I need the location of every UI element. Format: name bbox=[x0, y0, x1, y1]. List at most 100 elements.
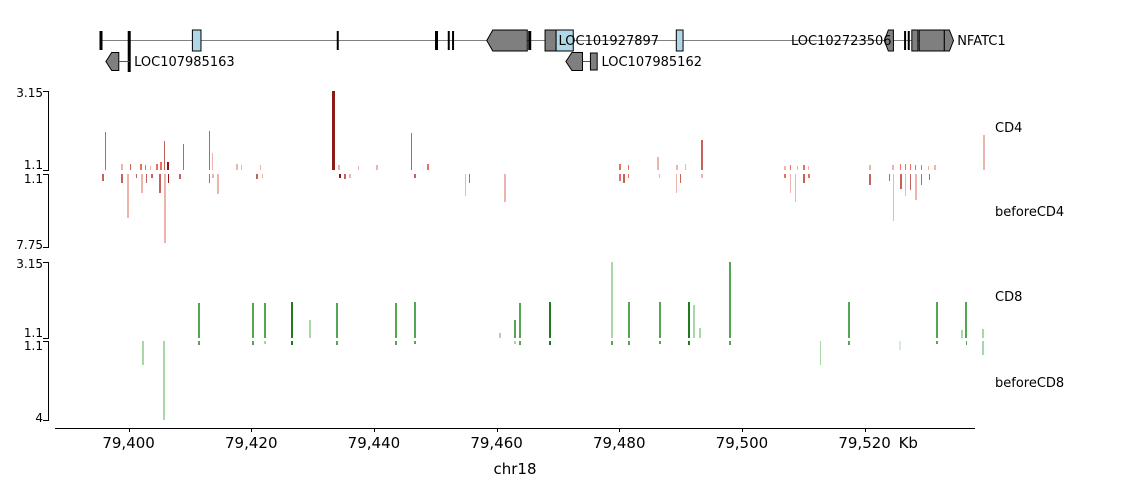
signal-bar bbox=[914, 165, 917, 170]
signal-bar bbox=[514, 319, 516, 338]
signal-bar bbox=[848, 341, 851, 345]
track-name-label: CD8 bbox=[995, 290, 1023, 305]
signal-bar bbox=[900, 174, 902, 189]
signal-bar bbox=[675, 174, 678, 193]
gene-arrow-right bbox=[943, 29, 955, 52]
signal-bar bbox=[344, 174, 346, 180]
exon-tick bbox=[904, 31, 907, 50]
track-name-label: CD4 bbox=[995, 121, 1023, 136]
y-axis-tick bbox=[43, 91, 49, 92]
x-axis-tick-label: 79,460 bbox=[470, 434, 523, 452]
signal-bar bbox=[611, 341, 613, 345]
signal-bar bbox=[208, 130, 211, 170]
signal-bar bbox=[803, 165, 805, 170]
y-axis-line bbox=[48, 262, 49, 338]
signal-bar bbox=[684, 164, 687, 170]
signal-bar bbox=[336, 341, 339, 345]
x-axis-tick bbox=[619, 428, 621, 432]
signal-bar bbox=[701, 139, 703, 170]
signal-bar bbox=[548, 302, 551, 338]
signal-bar bbox=[263, 341, 266, 345]
signal-bar bbox=[888, 174, 891, 182]
y-axis-label: 7.75 bbox=[16, 238, 43, 252]
x-axis-tick-label: 79,400 bbox=[102, 434, 155, 452]
signal-bar bbox=[981, 328, 984, 338]
exon-tick bbox=[434, 31, 438, 50]
signal-bar bbox=[904, 163, 907, 170]
signal-bar bbox=[140, 164, 142, 170]
signal-bar bbox=[151, 174, 153, 179]
signal-bar bbox=[623, 174, 625, 183]
exon-box bbox=[191, 29, 202, 52]
signal-bar bbox=[121, 174, 123, 183]
gene-track-svg: LOC107985163 LOC107985162 LOC101927897 LOC1… bbox=[99, 29, 1006, 72]
signal-bar bbox=[156, 164, 158, 170]
signal-bar bbox=[259, 165, 262, 170]
x-axis-unit-label: Kb bbox=[898, 434, 918, 452]
signal-bar bbox=[900, 164, 902, 170]
signal-bar bbox=[676, 165, 678, 170]
signal-bar bbox=[290, 302, 293, 338]
gene-annotation-track: LOC107985163 LOC107985162 LOC101927897 LOC1… bbox=[0, 0, 1133, 80]
signal-bar bbox=[121, 164, 123, 170]
signal-bar bbox=[164, 140, 166, 170]
signal-bar bbox=[336, 303, 339, 338]
signal-bar bbox=[658, 341, 661, 345]
signal-bar bbox=[920, 165, 923, 170]
signal-bar bbox=[803, 174, 805, 183]
signal-bar bbox=[163, 174, 166, 244]
signal-bar bbox=[619, 174, 621, 182]
signal-bar bbox=[198, 341, 201, 345]
signal-bar bbox=[167, 174, 170, 183]
signal-bar bbox=[934, 165, 936, 170]
signal-bar bbox=[628, 341, 630, 345]
signal-bar bbox=[983, 135, 985, 170]
signal-bar bbox=[679, 174, 682, 183]
exon-tick bbox=[528, 31, 532, 50]
signal-bar bbox=[395, 341, 397, 345]
gene-label: LOC107985163 bbox=[134, 55, 235, 70]
y-axis-tick bbox=[43, 174, 49, 175]
exon-box bbox=[675, 29, 684, 52]
signal-bar bbox=[357, 166, 360, 170]
signal-bar bbox=[701, 174, 703, 178]
signal-bar bbox=[263, 303, 266, 338]
signal-bar bbox=[514, 341, 516, 345]
signal-bar bbox=[627, 165, 630, 170]
signal-bar bbox=[395, 303, 397, 338]
x-axis-tick bbox=[741, 428, 743, 432]
y-axis-line bbox=[48, 174, 49, 247]
x-axis-tick-label: 79,480 bbox=[593, 434, 646, 452]
gene-label: LOC102723506 bbox=[791, 34, 892, 49]
y-axis-label: 3.15 bbox=[16, 257, 43, 271]
signal-bar bbox=[927, 166, 930, 170]
signal-bar bbox=[729, 262, 732, 338]
signal-bar bbox=[183, 143, 185, 170]
signal-bar bbox=[960, 330, 963, 338]
signal-bar bbox=[141, 174, 143, 193]
signal-bar bbox=[468, 174, 471, 183]
signal-bar bbox=[256, 174, 258, 180]
track-name-label: beforeCD8 bbox=[995, 376, 1065, 391]
signal-bar bbox=[102, 174, 104, 182]
exon-tick bbox=[127, 31, 131, 72]
signal-bar bbox=[159, 174, 161, 193]
signal-bar bbox=[499, 332, 502, 338]
x-axis-tick bbox=[496, 428, 498, 432]
signal-bar bbox=[808, 166, 810, 170]
exon-tick bbox=[447, 31, 450, 50]
signal-bar bbox=[349, 174, 351, 178]
signal-bar bbox=[658, 174, 661, 178]
signal-bar bbox=[414, 302, 417, 338]
y-axis-line bbox=[48, 341, 49, 420]
signal-bar bbox=[688, 341, 691, 345]
signal-bar bbox=[104, 132, 106, 170]
exon-tick bbox=[452, 31, 455, 50]
signal-bar bbox=[869, 165, 871, 170]
signal-bar bbox=[789, 174, 792, 193]
signal-bar bbox=[794, 174, 797, 202]
signal-bar bbox=[464, 174, 467, 196]
signal-bar bbox=[619, 163, 621, 170]
signal-bar bbox=[252, 341, 254, 345]
